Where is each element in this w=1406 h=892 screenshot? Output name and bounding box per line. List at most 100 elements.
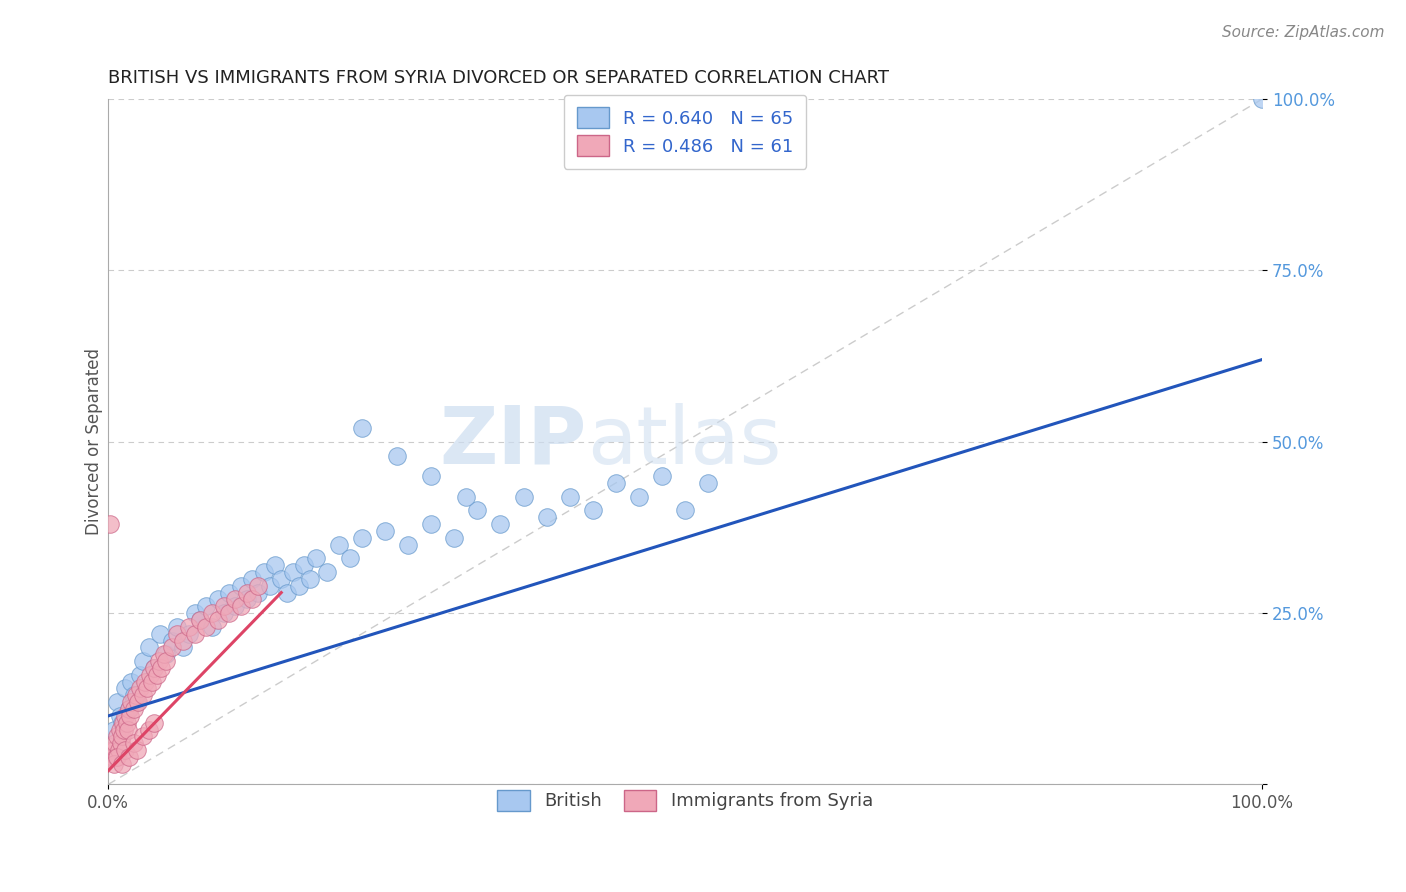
Point bbox=[512, 490, 534, 504]
Point bbox=[299, 572, 322, 586]
Point bbox=[166, 626, 188, 640]
Point bbox=[141, 674, 163, 689]
Point bbox=[100, 516, 122, 531]
Point bbox=[111, 730, 134, 744]
Point bbox=[122, 736, 145, 750]
Point bbox=[138, 723, 160, 737]
Point bbox=[443, 531, 465, 545]
Point bbox=[145, 667, 167, 681]
Point bbox=[420, 516, 443, 531]
Point bbox=[229, 599, 252, 614]
Point bbox=[207, 613, 229, 627]
Point bbox=[138, 667, 160, 681]
Point bbox=[122, 689, 145, 703]
Point bbox=[100, 743, 122, 757]
Point bbox=[118, 702, 141, 716]
Point bbox=[101, 750, 124, 764]
Point bbox=[605, 475, 627, 490]
Point bbox=[454, 490, 477, 504]
Point bbox=[339, 551, 361, 566]
Point bbox=[125, 695, 148, 709]
Point bbox=[242, 572, 264, 586]
Point bbox=[350, 531, 373, 545]
Point bbox=[467, 503, 489, 517]
Point bbox=[190, 613, 212, 627]
Point bbox=[125, 689, 148, 703]
Point bbox=[122, 702, 145, 716]
Point bbox=[114, 709, 136, 723]
Y-axis label: Divorced or Separated: Divorced or Separated bbox=[86, 348, 103, 535]
Point bbox=[132, 654, 155, 668]
Point bbox=[120, 709, 142, 723]
Point bbox=[150, 661, 173, 675]
Point bbox=[107, 750, 129, 764]
Point bbox=[132, 689, 155, 703]
Point bbox=[103, 743, 125, 757]
Point bbox=[112, 715, 135, 730]
Point bbox=[143, 715, 166, 730]
Point bbox=[207, 592, 229, 607]
Point bbox=[108, 709, 131, 723]
Text: BRITISH VS IMMIGRANTS FROM SYRIA DIVORCED OR SEPARATED CORRELATION CHART: BRITISH VS IMMIGRANTS FROM SYRIA DIVORCE… bbox=[108, 69, 889, 87]
Point bbox=[558, 490, 581, 504]
Point bbox=[125, 743, 148, 757]
Legend: British, Immigrants from Syria: British, Immigrants from Syria bbox=[485, 777, 886, 823]
Point bbox=[177, 626, 200, 640]
Point bbox=[1251, 92, 1274, 106]
Point bbox=[120, 695, 142, 709]
Point bbox=[172, 633, 194, 648]
Point bbox=[247, 579, 270, 593]
Point bbox=[582, 503, 605, 517]
Point bbox=[673, 503, 696, 517]
Point bbox=[177, 620, 200, 634]
Point bbox=[235, 592, 257, 607]
Text: Source: ZipAtlas.com: Source: ZipAtlas.com bbox=[1222, 25, 1385, 40]
Point bbox=[183, 626, 205, 640]
Point bbox=[114, 743, 136, 757]
Point bbox=[107, 695, 129, 709]
Point bbox=[111, 756, 134, 771]
Point bbox=[190, 613, 212, 627]
Point bbox=[107, 743, 129, 757]
Point bbox=[155, 654, 177, 668]
Point bbox=[281, 565, 304, 579]
Point bbox=[114, 681, 136, 696]
Point bbox=[148, 654, 170, 668]
Point bbox=[107, 730, 129, 744]
Point bbox=[172, 640, 194, 655]
Point bbox=[152, 647, 174, 661]
Point bbox=[129, 681, 152, 696]
Point bbox=[138, 640, 160, 655]
Point bbox=[134, 674, 156, 689]
Point bbox=[259, 579, 281, 593]
Point bbox=[195, 599, 218, 614]
Point bbox=[247, 585, 270, 599]
Point bbox=[385, 449, 408, 463]
Point bbox=[253, 565, 276, 579]
Point bbox=[270, 572, 292, 586]
Point bbox=[218, 606, 240, 620]
Point bbox=[201, 620, 224, 634]
Point bbox=[276, 585, 298, 599]
Point bbox=[149, 626, 172, 640]
Point bbox=[143, 661, 166, 675]
Point bbox=[396, 538, 419, 552]
Point bbox=[218, 585, 240, 599]
Point bbox=[697, 475, 720, 490]
Point bbox=[108, 723, 131, 737]
Text: atlas: atlas bbox=[588, 403, 782, 481]
Point bbox=[212, 606, 235, 620]
Point bbox=[166, 620, 188, 634]
Point bbox=[120, 674, 142, 689]
Point bbox=[111, 715, 134, 730]
Point bbox=[420, 469, 443, 483]
Point bbox=[235, 585, 257, 599]
Point bbox=[292, 558, 315, 573]
Point bbox=[112, 723, 135, 737]
Text: ZIP: ZIP bbox=[440, 403, 588, 481]
Point bbox=[136, 681, 159, 696]
Point bbox=[118, 702, 141, 716]
Point bbox=[129, 667, 152, 681]
Point bbox=[143, 661, 166, 675]
Point bbox=[201, 606, 224, 620]
